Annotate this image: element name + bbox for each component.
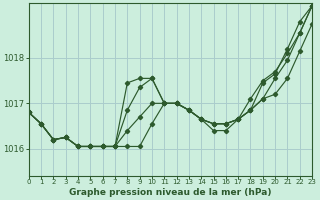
X-axis label: Graphe pression niveau de la mer (hPa): Graphe pression niveau de la mer (hPa) <box>69 188 272 197</box>
